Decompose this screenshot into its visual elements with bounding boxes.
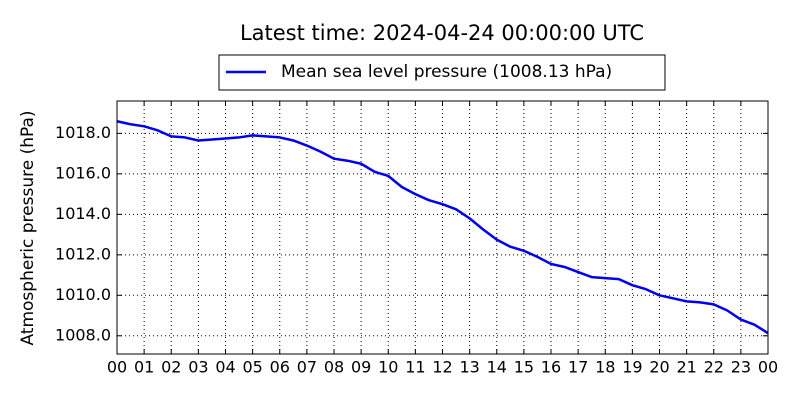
y-axis-label: Atmospheric pressure (hPa) [18, 110, 38, 345]
legend-label: Mean sea level pressure (1008.13 hPa) [281, 62, 612, 82]
x-tick-label: 13 [459, 358, 479, 377]
x-tick-label: 21 [676, 358, 696, 377]
x-tick-label: 07 [297, 358, 317, 377]
plot-frame [116, 100, 769, 355]
x-tick-label: 00 [107, 358, 127, 377]
legend-box [218, 54, 666, 91]
y-tick-label: 1014.0 [55, 204, 111, 223]
x-tick-label: 04 [215, 358, 235, 377]
x-tick-label: 11 [405, 358, 425, 377]
y-tick-label: 1012.0 [55, 244, 111, 263]
x-tick-label: 01 [134, 358, 154, 377]
data-line [116, 120, 769, 335]
x-tick-label: 23 [731, 358, 751, 377]
x-tick-label: 09 [351, 358, 371, 377]
chart-title: Latest time: 2024-04-24 00:00:00 UTC [240, 21, 644, 45]
x-tick-label: 12 [432, 358, 452, 377]
x-tick-label: 22 [704, 358, 724, 377]
x-tick-label: 16 [541, 358, 561, 377]
x-tick-label: 15 [514, 358, 534, 377]
x-tick-label: 19 [622, 358, 642, 377]
x-tick-label: 10 [378, 358, 398, 377]
y-tick-label: 1016.0 [55, 163, 111, 182]
x-tick-label: 00 [758, 358, 778, 377]
x-tick-label: 05 [242, 358, 262, 377]
y-tick-label: 1018.0 [55, 123, 111, 142]
x-tick-label: 02 [161, 358, 181, 377]
x-tick-label: 20 [649, 358, 669, 377]
x-tick-label: 08 [324, 358, 344, 377]
x-tick-label: 06 [270, 358, 290, 377]
y-tick-label: 1008.0 [55, 325, 111, 344]
x-tick-label: 17 [568, 358, 588, 377]
x-tick-label: 03 [188, 358, 208, 377]
x-tick-label: 18 [595, 358, 615, 377]
x-tick-label: 14 [487, 358, 507, 377]
y-tick-label: 1010.0 [55, 285, 111, 304]
